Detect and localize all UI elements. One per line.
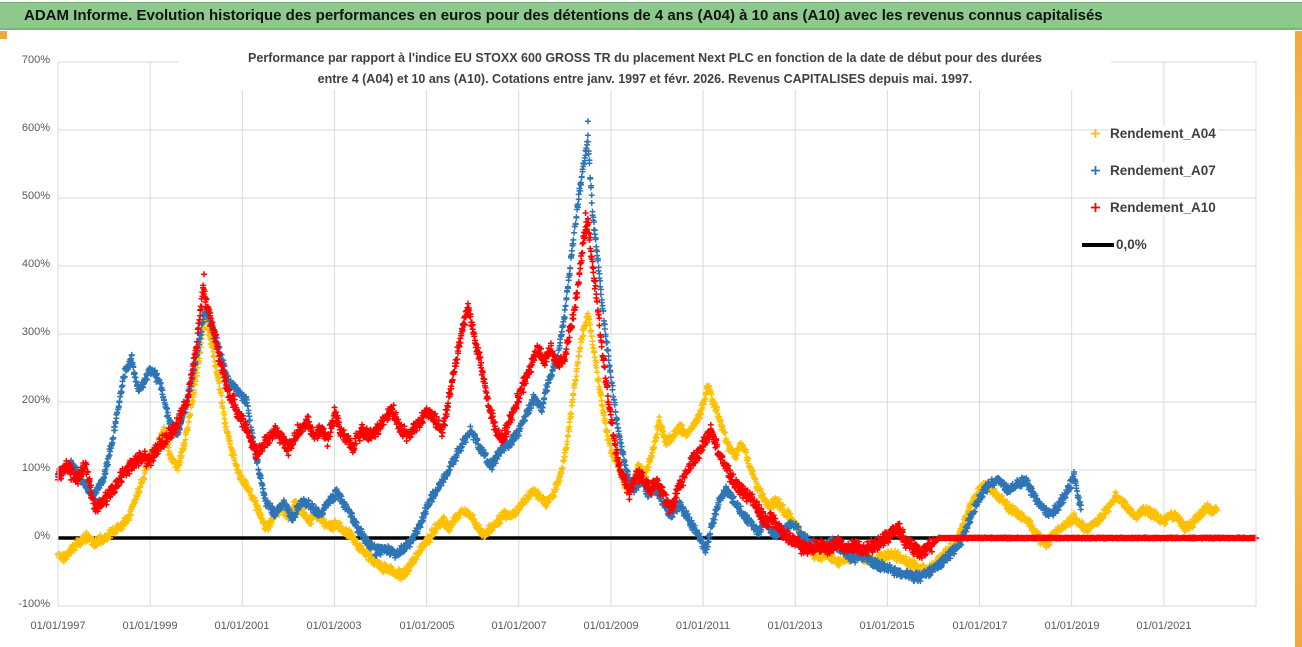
y-axis-tick: 0% [34, 530, 50, 542]
window-edge-accent [1295, 31, 1302, 647]
plus-marker-icon [1082, 127, 1108, 140]
y-axis-tick: 100% [21, 462, 50, 474]
page-title: ADAM Informe. Evolution historique des p… [24, 7, 1103, 24]
x-axis-tick: 01/01/2011 [675, 620, 731, 632]
legend-label: Rendement_A04 [1108, 126, 1218, 141]
chart-legend: Rendement_A04 Rendement_A07 Rendement_A1… [1082, 115, 1218, 263]
y-axis-tick: 600% [21, 122, 50, 134]
x-axis-tick: 01/01/1999 [122, 620, 178, 632]
x-axis-tick: 01/01/2013 [767, 620, 823, 632]
legend-label: Rendement_A10 [1108, 200, 1218, 215]
x-axis-tick: 01/01/2021 [1136, 620, 1192, 632]
y-axis-tick: -100% [18, 598, 50, 610]
chart-title: Performance par rapport à l'indice EU ST… [179, 48, 1111, 90]
x-axis-tick: 01/01/2015 [859, 620, 915, 632]
legend-label: 0,0% [1114, 237, 1149, 252]
legend-item-a04: Rendement_A04 [1082, 115, 1218, 152]
series-Rendement_A07 [55, 118, 1084, 585]
y-axis-tick: 200% [21, 394, 50, 406]
x-axis-tick: 01/01/2019 [1044, 620, 1100, 632]
y-axis-tick: 400% [21, 258, 50, 270]
x-axis-tick: 01/01/2017 [952, 620, 1008, 632]
x-axis-tick: 01/01/2005 [399, 620, 455, 632]
y-axis-tick: 700% [21, 54, 50, 66]
x-axis-tick: 01/01/2009 [583, 620, 639, 632]
zero-line-sample-icon [1082, 242, 1114, 247]
x-axis-tick: 01/01/1997 [30, 620, 86, 632]
legend-item-zero-line: 0,0% [1082, 226, 1218, 263]
x-axis-tick: 01/01/2003 [306, 620, 362, 632]
plus-marker-icon [1082, 201, 1108, 214]
plus-marker-icon [1082, 164, 1108, 177]
workbook-header-bar: ADAM Informe. Evolution historique des p… [0, 2, 1302, 30]
legend-label: Rendement_A07 [1108, 163, 1218, 178]
legend-item-a07: Rendement_A07 [1082, 152, 1218, 189]
x-axis-tick: 01/01/2007 [491, 620, 547, 632]
chart-title-line1: Performance par rapport à l'indice EU ST… [248, 51, 1042, 65]
legend-item-a10: Rendement_A10 [1082, 189, 1218, 226]
x-axis-tick: 01/01/2001 [214, 620, 270, 632]
y-axis-tick: 500% [21, 190, 50, 202]
left-edge-accent [0, 31, 7, 39]
y-axis-tick: 300% [21, 326, 50, 338]
chart-title-line2: entre 4 (A04) et 10 ans (A10). Cotations… [317, 72, 973, 86]
